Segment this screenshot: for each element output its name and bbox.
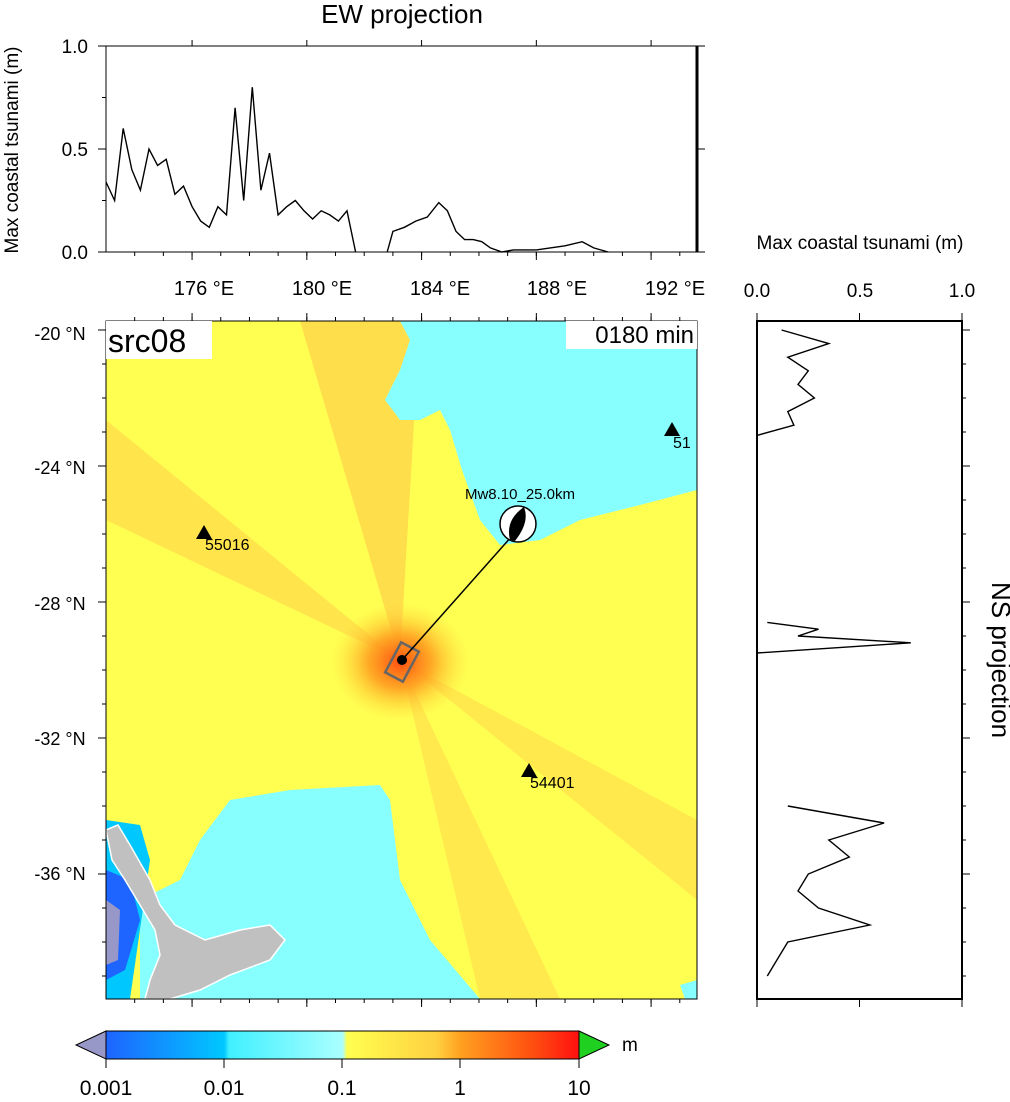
ns-panel-xlabel: Max coastal tsunami (m) [757,233,964,254]
time-label-box [566,321,697,349]
ew-panel-ylabel: Max coastal tsunami (m) [2,47,23,254]
source-label-box [106,321,212,359]
y-tick-label-5: -36 °N [34,864,85,884]
mechanism-label: Mw8.10_25.0km [465,486,575,503]
ew-x-tick-3: 184 °E [410,278,470,300]
epicenter-marker [397,655,407,665]
colorbar-tick-label-3: 0.1 [327,1077,356,1100]
ns-series-line-1 [756,329,832,437]
orange-band-east [400,660,697,900]
ew-y-tick-3: 0.0 [62,243,88,264]
station-label-54401: 54401 [530,775,575,792]
map-panel: -20 °N -24 °N -28 °N -32 °N -36 °N src08… [34,313,698,1007]
map-frame [105,320,698,1000]
station-label-51: 51 [673,435,691,452]
map-ticks [98,313,681,1007]
ew-y-tick-1: 1.0 [62,37,88,58]
low-region-west [106,900,120,965]
fault-rectangle [383,640,421,684]
ew-x-tick-5: 192 °E [645,278,705,300]
mechanism-leader-line [401,535,513,661]
colorbar-tick-label-4: 1 [454,1077,466,1100]
ns-x-tick-2: 0.5 [847,281,873,302]
ew-panel-frame [105,45,698,253]
ew-x-tick-1: 176 °E [174,278,234,300]
colorbar-tick-label-1: 0.001 [80,1077,133,1100]
ns-series-line-3 [766,805,885,977]
orange-band-west [106,420,400,660]
ew-series-group [105,87,609,253]
cyan-region-corner [680,980,697,999]
colorbar-low-arrow [74,1030,107,1060]
cyan-region-northeast [385,321,697,545]
colorbar-gradient [105,1030,580,1060]
y-tick-label-3: -28 °N [34,594,85,614]
colorbar-tick-label-2: 0.01 [204,1077,245,1100]
y-tick-label-1: -20 °N [34,324,85,344]
station-55016: 55016 [196,525,250,554]
colorbar-high-arrow [578,1030,611,1060]
y-tick-label-4: -32 °N [34,729,85,749]
ns-panel-ticks [756,313,970,1007]
station-label-55016: 55016 [205,537,250,554]
ew-x-tick-2: 180 °E [292,278,352,300]
time-label: 0180 min [595,322,694,349]
colorbar-unit: m [622,1035,638,1056]
orange-band-south [400,660,560,999]
ns-projection-panel: Max coastal tsunami (m) 0.0 0.5 1.0 NS p… [744,233,1010,1007]
station-51: 51 [664,422,691,452]
ew-panel-ticks [98,40,705,260]
ns-series-group [756,329,911,977]
ns-panel-title: NS projection [986,582,1010,738]
station-54401: 54401 [521,763,575,792]
ew-y-tick-2: 0.5 [62,140,88,161]
y-tick-label-2: -24 °N [34,458,85,478]
ew-x-tick-4: 188 °E [527,278,587,300]
ew-projection-panel: EW projection Max coastal tsunami (m) 1.… [2,0,705,300]
ns-panel-frame [756,320,963,1000]
ew-series-line-1 [105,87,357,253]
colorbar: m 0.001 0.01 0.1 1 10 [74,1030,638,1100]
ns-x-tick-1: 0.0 [744,281,770,302]
colorbar-tick-label-5: 10 [567,1077,590,1100]
source-label: src08 [108,323,186,359]
ns-x-tick-3: 1.0 [949,281,975,302]
ew-series-line-2 [386,201,609,253]
focal-mechanism-beachball [499,505,537,543]
land-new-zealand [106,824,286,999]
ew-panel-title: EW projection [321,0,483,29]
colorbar-ticks [105,1059,580,1068]
ns-series-line-2 [756,621,911,654]
